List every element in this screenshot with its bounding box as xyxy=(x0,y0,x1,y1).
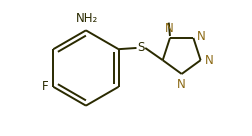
Text: N: N xyxy=(204,54,213,67)
Text: S: S xyxy=(137,41,145,54)
Text: F: F xyxy=(42,80,49,93)
Text: N: N xyxy=(177,78,186,91)
Text: N: N xyxy=(164,22,173,35)
Text: N: N xyxy=(197,30,206,43)
Text: NH₂: NH₂ xyxy=(76,12,98,25)
